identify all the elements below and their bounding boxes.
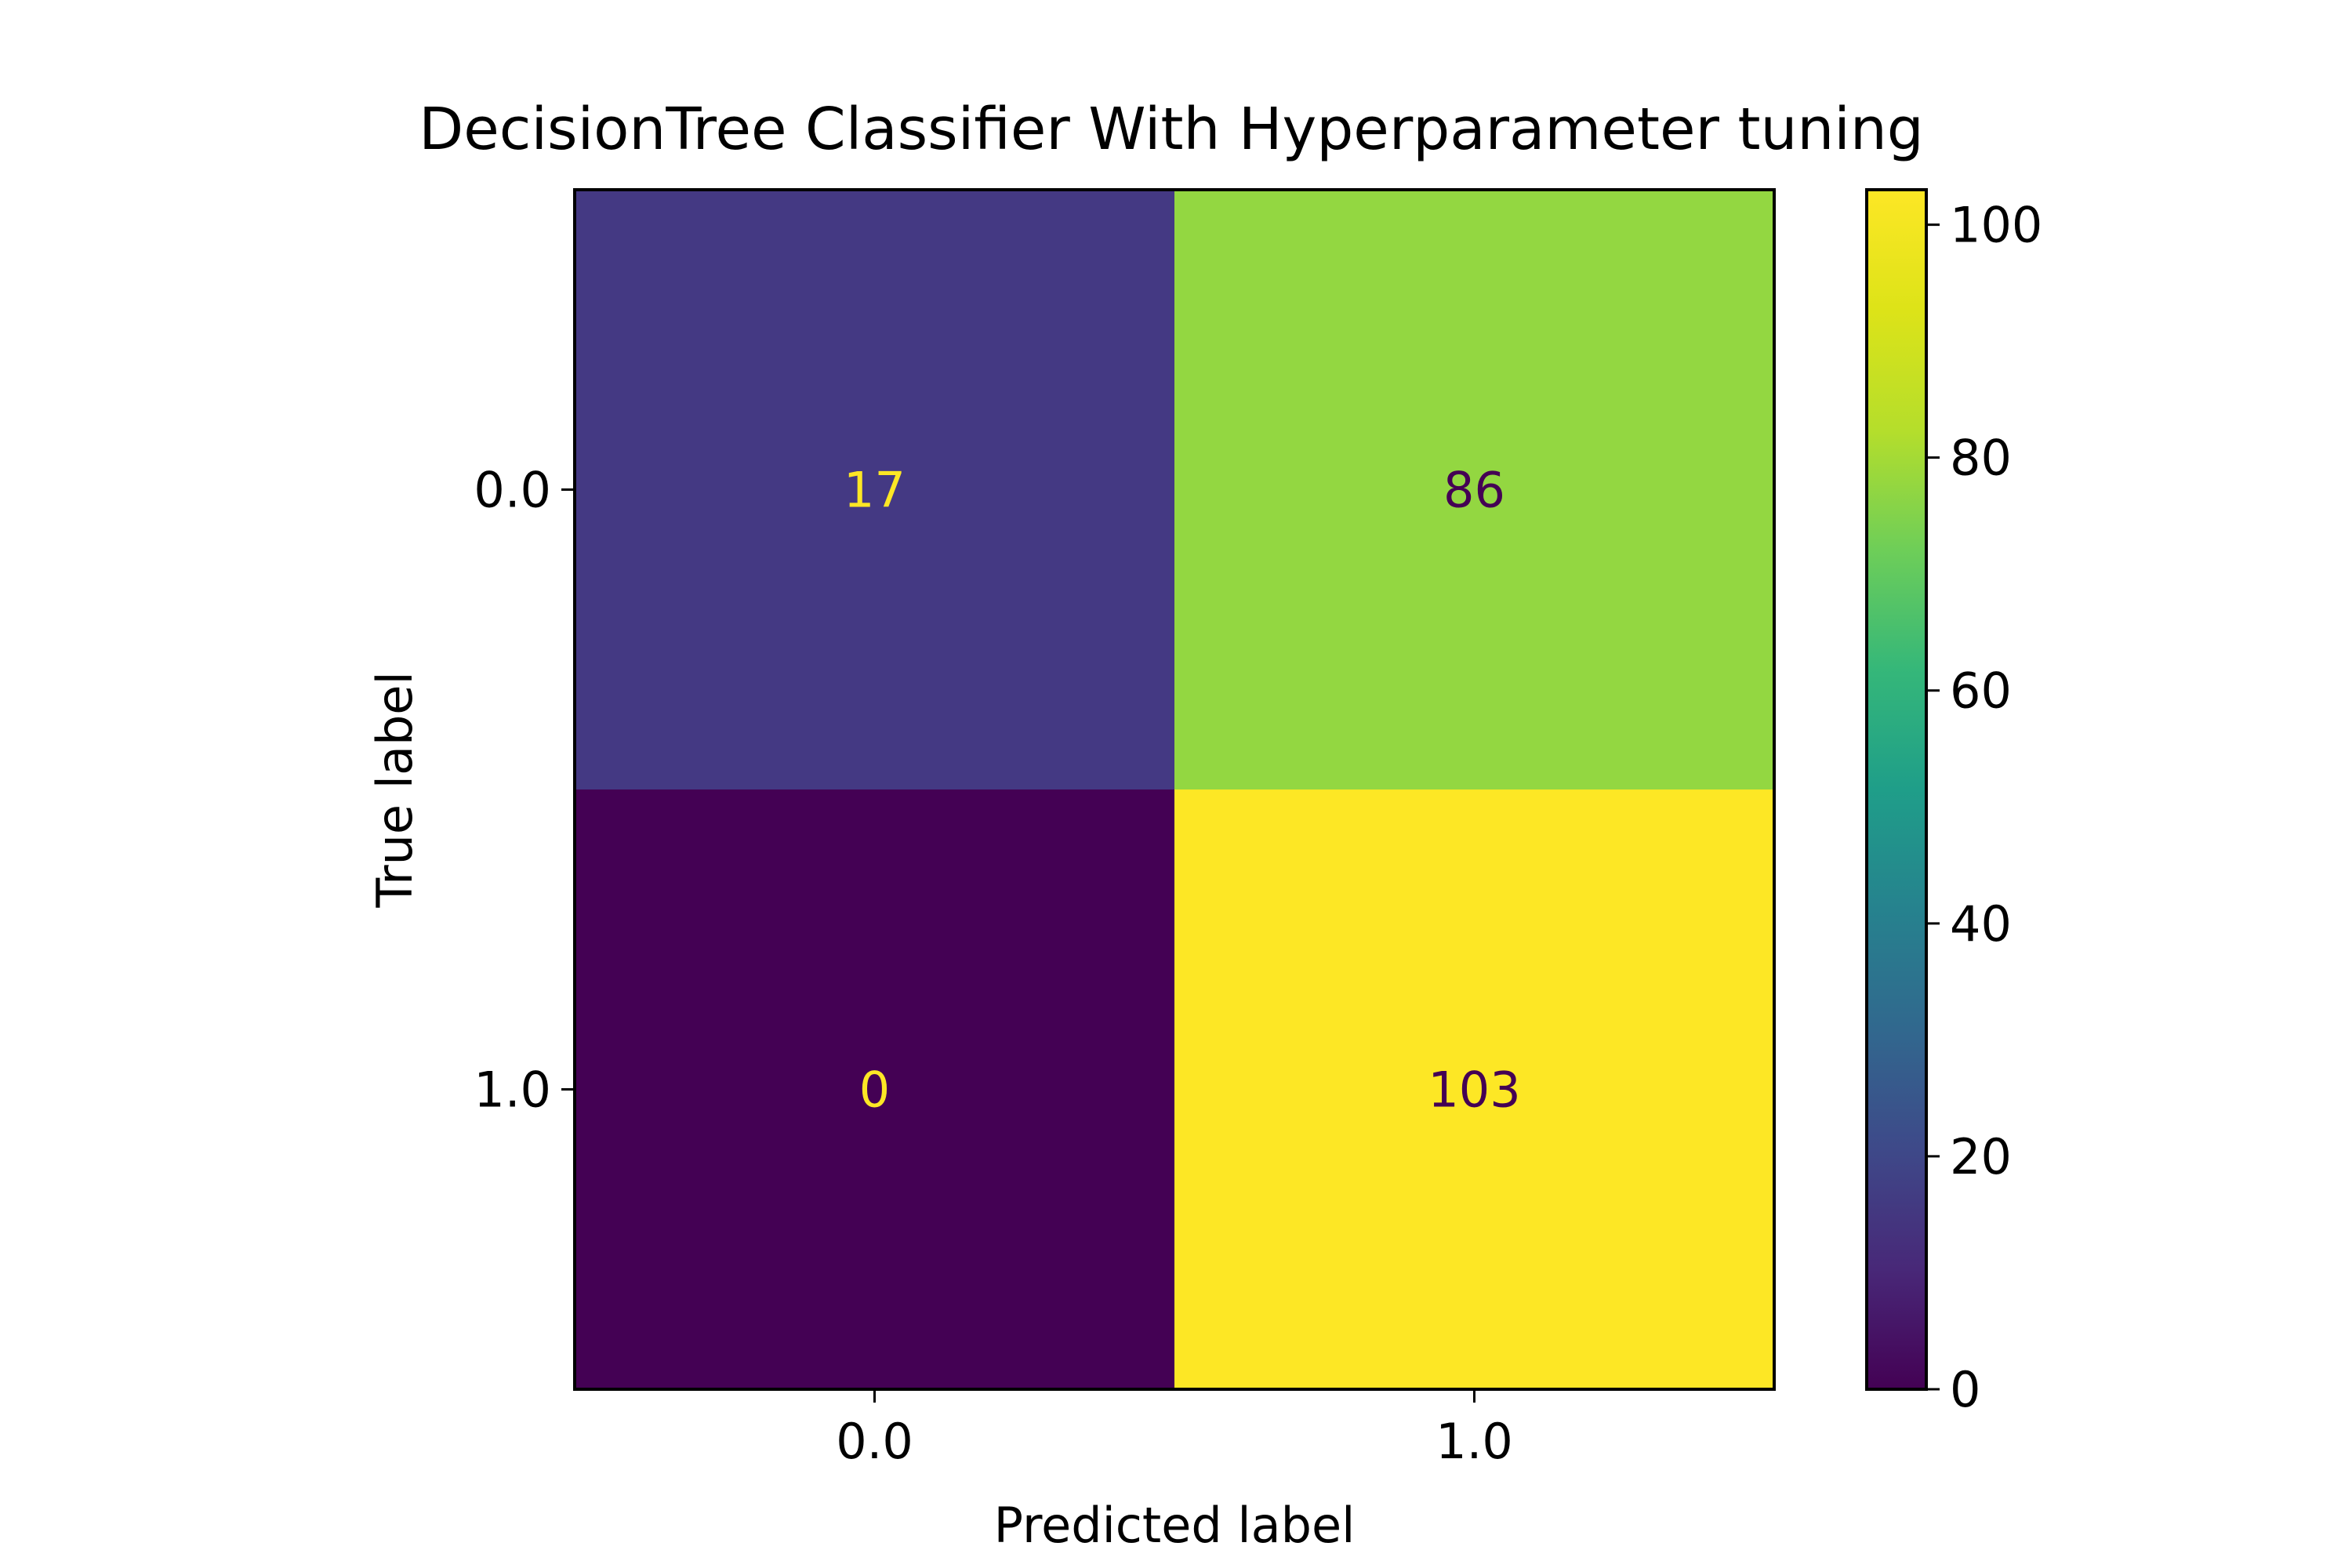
cell-value-label: 17 bbox=[844, 462, 906, 519]
x-tick-label: 0.0 bbox=[836, 1413, 913, 1470]
heatmap-cell-0-1 bbox=[1174, 190, 1774, 789]
y-tick-label: 0.0 bbox=[474, 462, 551, 519]
x-axis-ticks: 0.0 1.0 bbox=[836, 1389, 1513, 1470]
y-axis-label: True label bbox=[366, 671, 423, 908]
chart-title: DecisionTree Classifier With Hyperparame… bbox=[419, 96, 1923, 163]
colorbar bbox=[1865, 188, 1928, 1391]
heatmap-cell-0-0 bbox=[575, 190, 1174, 789]
colorbar-tick-label: 0 bbox=[1950, 1361, 1980, 1418]
y-tick-label: 1.0 bbox=[474, 1062, 551, 1119]
heatmap-cell-1-0 bbox=[575, 789, 1174, 1389]
colorbar-ticks: 0 20 40 60 80 100 bbox=[1926, 197, 2042, 1418]
cell-value-label: 86 bbox=[1443, 462, 1505, 519]
colorbar-tick-label: 60 bbox=[1950, 662, 2012, 720]
colorbar-tick-label: 40 bbox=[1950, 895, 2012, 953]
heatmap-cells bbox=[575, 190, 1774, 1389]
x-axis-label: Predicted label bbox=[994, 1497, 1356, 1554]
plot-frame bbox=[573, 188, 1776, 1391]
x-tick-label: 1.0 bbox=[1436, 1413, 1513, 1470]
y-axis-ticks: 0.0 1.0 bbox=[474, 462, 575, 1119]
colorbar-tick-label: 100 bbox=[1950, 197, 2042, 254]
colorbar-tick-label: 80 bbox=[1950, 430, 2012, 487]
heatmap-cell-1-1 bbox=[1174, 789, 1774, 1389]
colorbar-tick-label: 20 bbox=[1950, 1128, 2012, 1185]
cell-value-label: 103 bbox=[1428, 1062, 1520, 1119]
heatmap-cell-labels: 17 86 0 103 bbox=[844, 462, 1521, 1119]
cell-value-label: 0 bbox=[859, 1062, 890, 1119]
